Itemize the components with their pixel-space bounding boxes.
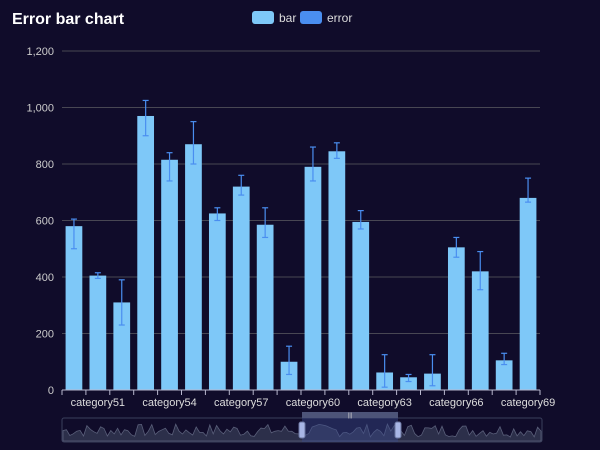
bar[interactable] bbox=[280, 361, 298, 390]
data-zoom-right-handle[interactable] bbox=[394, 421, 402, 439]
y-tick-label: 1,200 bbox=[26, 46, 54, 58]
bar[interactable] bbox=[352, 221, 370, 390]
x-tick-label: category66 bbox=[429, 397, 483, 409]
y-tick-label: 0 bbox=[48, 385, 54, 397]
y-tick-label: 600 bbox=[36, 216, 54, 228]
x-tick-label: category63 bbox=[357, 397, 411, 409]
bar[interactable] bbox=[208, 213, 226, 390]
legend-swatch-bar[interactable] bbox=[252, 11, 274, 24]
bar[interactable] bbox=[232, 186, 250, 390]
chart-title: Error bar chart bbox=[12, 11, 125, 28]
bar[interactable] bbox=[519, 197, 537, 390]
y-tick-label: 200 bbox=[36, 329, 54, 341]
bar[interactable] bbox=[65, 226, 83, 390]
data-zoom-move-handle[interactable] bbox=[302, 412, 398, 418]
error-bars bbox=[70, 99, 532, 388]
data-zoom-grip-icon: ||| bbox=[348, 413, 353, 419]
x-axis: category51 category54 category57 category60… bbox=[61, 389, 555, 409]
y-tick-label: 400 bbox=[36, 272, 54, 284]
legend-label-error[interactable]: error bbox=[327, 11, 352, 25]
bar[interactable] bbox=[495, 360, 513, 390]
data-zoom-window[interactable] bbox=[302, 418, 398, 442]
x-tick-label: category60 bbox=[286, 397, 340, 409]
bar[interactable] bbox=[400, 377, 417, 390]
bars bbox=[65, 115, 537, 390]
bar[interactable] bbox=[447, 247, 465, 390]
bar[interactable] bbox=[471, 271, 489, 390]
bar[interactable] bbox=[89, 275, 107, 390]
bar[interactable] bbox=[328, 151, 346, 390]
x-tick-label: category51 bbox=[71, 397, 125, 409]
y-axis: 0 200 400 600 800 1,000 1,200 bbox=[26, 46, 54, 397]
bar[interactable] bbox=[137, 115, 155, 390]
data-zoom-slider[interactable]: ||| bbox=[61, 412, 543, 443]
legend-label-bar[interactable]: bar bbox=[279, 11, 296, 25]
data-zoom-left-handle[interactable] bbox=[298, 421, 306, 439]
x-tick-label: category54 bbox=[142, 397, 196, 409]
y-tick-label: 1,000 bbox=[26, 103, 54, 115]
bar[interactable] bbox=[304, 166, 322, 390]
x-tick-label: category69 bbox=[501, 397, 555, 409]
y-tick-label: 800 bbox=[36, 159, 54, 171]
bar[interactable] bbox=[256, 224, 274, 390]
bar[interactable] bbox=[113, 302, 131, 390]
bar[interactable] bbox=[185, 144, 202, 390]
grid-lines bbox=[62, 50, 540, 334]
x-tick-label: category57 bbox=[214, 397, 268, 409]
bar[interactable] bbox=[161, 159, 178, 390]
legend-swatch-error[interactable] bbox=[300, 11, 322, 24]
legend[interactable]: bar error bbox=[252, 11, 352, 25]
